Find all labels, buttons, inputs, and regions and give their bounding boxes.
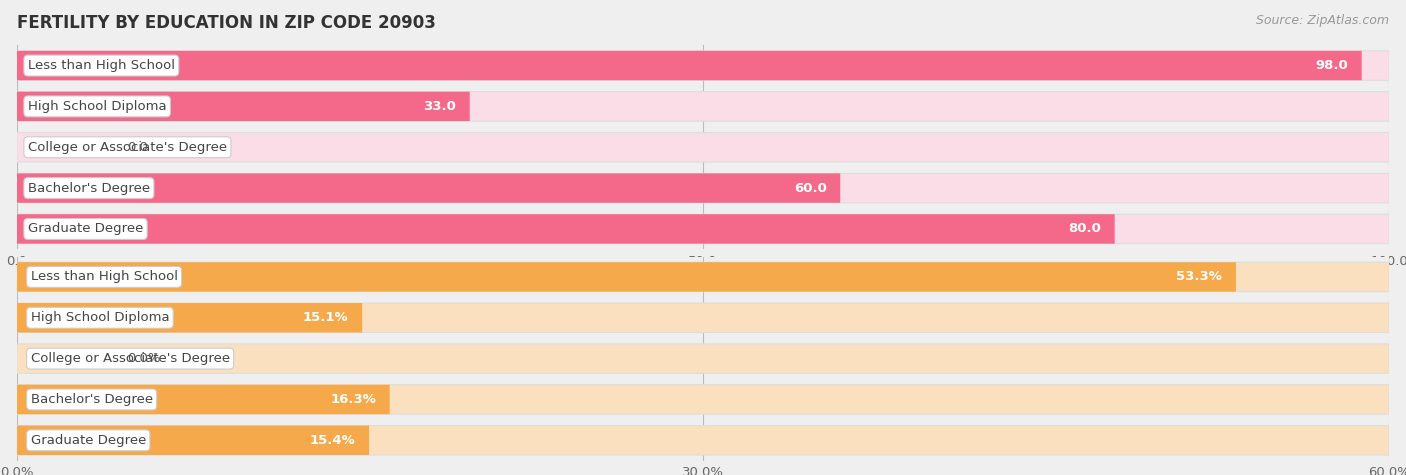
FancyBboxPatch shape (17, 133, 1389, 162)
FancyBboxPatch shape (17, 385, 389, 414)
Text: Bachelor's Degree: Bachelor's Degree (31, 393, 153, 406)
Text: Source: ZipAtlas.com: Source: ZipAtlas.com (1256, 14, 1389, 27)
Text: FERTILITY BY EDUCATION IN ZIP CODE 20903: FERTILITY BY EDUCATION IN ZIP CODE 20903 (17, 14, 436, 32)
FancyBboxPatch shape (17, 92, 1389, 121)
FancyBboxPatch shape (17, 262, 1236, 292)
Text: College or Associate's Degree: College or Associate's Degree (31, 352, 229, 365)
Text: 80.0: 80.0 (1069, 222, 1101, 236)
Text: 53.3%: 53.3% (1177, 270, 1222, 284)
FancyBboxPatch shape (17, 385, 1389, 414)
Text: 98.0: 98.0 (1315, 59, 1348, 72)
Text: 33.0: 33.0 (423, 100, 456, 113)
Text: High School Diploma: High School Diploma (31, 311, 169, 324)
Text: 0.0: 0.0 (127, 141, 148, 154)
FancyBboxPatch shape (17, 214, 1389, 244)
FancyBboxPatch shape (17, 173, 1389, 203)
Text: Less than High School: Less than High School (31, 270, 177, 284)
Text: Less than High School: Less than High School (28, 59, 174, 72)
FancyBboxPatch shape (17, 51, 1361, 80)
Text: Graduate Degree: Graduate Degree (31, 434, 146, 447)
FancyBboxPatch shape (17, 426, 1389, 455)
Text: Bachelor's Degree: Bachelor's Degree (28, 181, 150, 195)
Text: 0.0%: 0.0% (127, 352, 160, 365)
Text: High School Diploma: High School Diploma (28, 100, 166, 113)
FancyBboxPatch shape (17, 344, 1389, 373)
FancyBboxPatch shape (17, 303, 1389, 332)
Text: College or Associate's Degree: College or Associate's Degree (28, 141, 226, 154)
FancyBboxPatch shape (17, 303, 363, 332)
Text: Graduate Degree: Graduate Degree (28, 222, 143, 236)
Text: 15.4%: 15.4% (309, 434, 356, 447)
FancyBboxPatch shape (17, 92, 470, 121)
Text: 60.0: 60.0 (793, 181, 827, 195)
FancyBboxPatch shape (17, 262, 1389, 292)
FancyBboxPatch shape (17, 426, 370, 455)
FancyBboxPatch shape (17, 51, 1389, 80)
FancyBboxPatch shape (17, 173, 841, 203)
Text: 16.3%: 16.3% (330, 393, 375, 406)
FancyBboxPatch shape (17, 214, 1115, 244)
Text: 15.1%: 15.1% (302, 311, 349, 324)
